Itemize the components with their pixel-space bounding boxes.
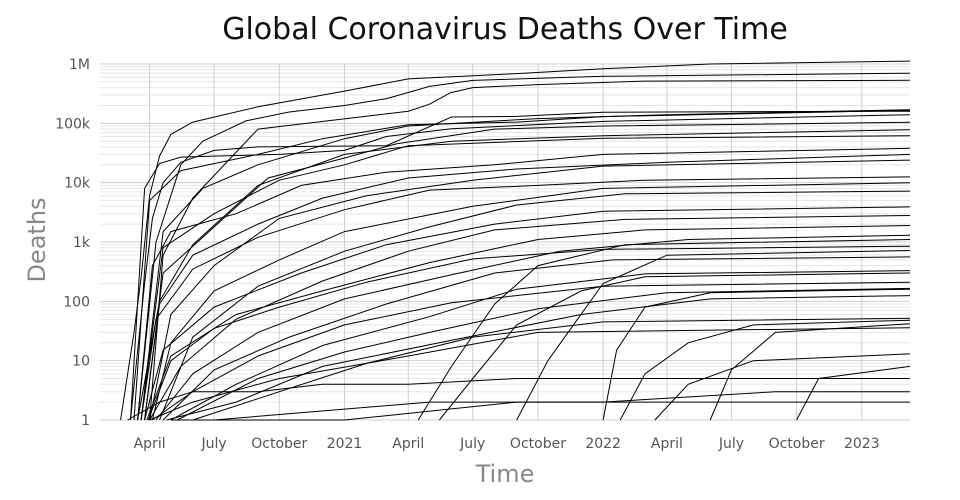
series-line bbox=[127, 378, 910, 421]
series-line bbox=[137, 129, 911, 421]
series-line bbox=[796, 365, 911, 421]
series-line bbox=[130, 114, 911, 421]
series-line bbox=[602, 288, 911, 421]
series-line bbox=[137, 72, 911, 421]
series-line bbox=[192, 317, 911, 421]
x-tick-label: 2021 bbox=[327, 436, 363, 452]
series-line bbox=[144, 121, 911, 421]
series-line bbox=[439, 272, 911, 421]
y-tick-label: 1 bbox=[81, 413, 90, 429]
series-line bbox=[151, 182, 911, 421]
x-tick-label: April bbox=[134, 436, 166, 452]
x-tick-label: 2023 bbox=[844, 436, 880, 452]
series-line bbox=[146, 225, 911, 421]
x-axis-ticks: April July October 2021 April July October 2022… bbox=[134, 436, 880, 452]
series-line bbox=[619, 319, 911, 421]
x-tick-label: October bbox=[510, 436, 566, 452]
series-line bbox=[149, 79, 911, 421]
series-line bbox=[166, 295, 911, 421]
x-axis-title: Time bbox=[475, 460, 535, 488]
y-tick-label: 10 bbox=[72, 354, 90, 370]
series-line bbox=[162, 256, 911, 421]
series-line bbox=[120, 60, 911, 421]
y-tick-label: 1k bbox=[73, 235, 91, 251]
series-line bbox=[149, 327, 911, 421]
series-line bbox=[516, 250, 911, 421]
series-line bbox=[214, 391, 910, 421]
series-line bbox=[130, 110, 911, 421]
series-line bbox=[144, 206, 911, 421]
x-tick-label: 2022 bbox=[585, 436, 621, 452]
series-line bbox=[417, 239, 911, 421]
series-line bbox=[149, 215, 911, 421]
series-line bbox=[144, 153, 911, 421]
y-tick-label: 100 bbox=[63, 294, 90, 310]
y-tick-label: 10k bbox=[64, 176, 91, 192]
series-line bbox=[137, 147, 911, 421]
series-line bbox=[159, 190, 911, 421]
y-tick-label: 100k bbox=[55, 116, 91, 132]
series-line bbox=[176, 287, 911, 421]
series-line bbox=[170, 270, 911, 421]
x-tick-label: October bbox=[251, 436, 307, 452]
series-line bbox=[147, 245, 911, 421]
chart-title: Global Coronavirus Deaths Over Time bbox=[222, 12, 788, 47]
x-tick-label: April bbox=[392, 436, 424, 452]
series-line bbox=[140, 135, 911, 421]
y-tick-label: 1M bbox=[69, 57, 90, 73]
series-line bbox=[709, 323, 911, 421]
series-line bbox=[140, 176, 911, 421]
x-tick-label: October bbox=[769, 436, 825, 452]
series-group bbox=[120, 60, 911, 421]
y-axis-title: Deaths bbox=[23, 197, 51, 282]
x-tick-label: July bbox=[201, 436, 227, 452]
y-axis-ticks: 1 10 100 1k 10k 100k 1M bbox=[55, 57, 91, 429]
x-tick-label: July bbox=[718, 436, 744, 452]
series-line bbox=[133, 109, 911, 421]
series-line bbox=[149, 159, 911, 421]
x-tick-label: April bbox=[651, 436, 683, 452]
x-tick-label: July bbox=[459, 436, 485, 452]
series-line bbox=[155, 234, 911, 421]
series-line bbox=[170, 401, 910, 421]
